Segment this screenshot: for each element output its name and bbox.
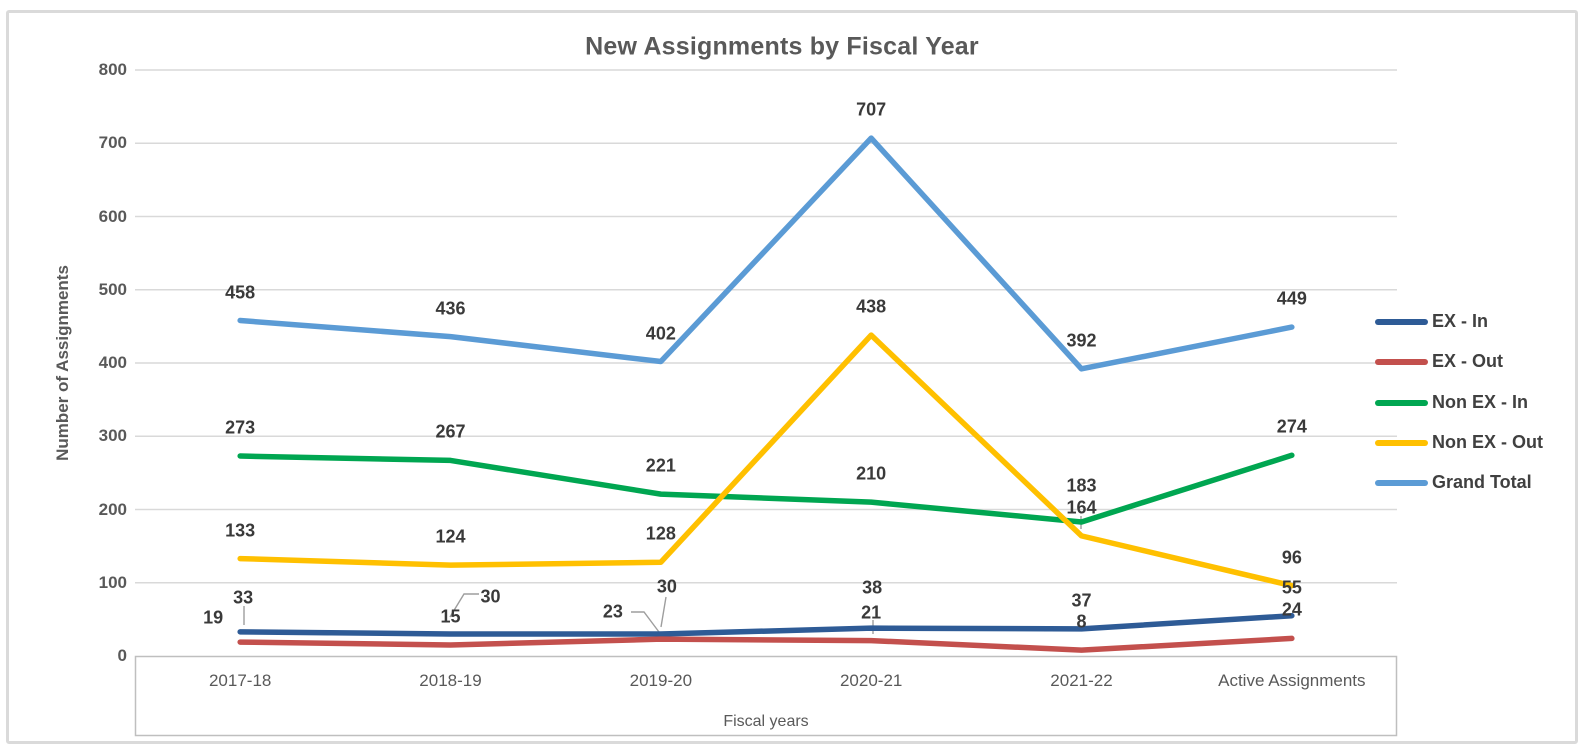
- y-tick-label: 100: [98, 572, 127, 592]
- legend-item-non-ex-out: Non EX - Out: [1375, 432, 1543, 453]
- data-label-non-ex-out-2020-21: 438: [856, 296, 887, 317]
- data-label-non-ex-out-2017-18: 133: [225, 520, 256, 541]
- data-label-non-ex-out-2019-20: 128: [645, 523, 676, 544]
- data-label-non-ex-in-2021-22: 183: [1066, 475, 1097, 496]
- data-label-grand-total-2020-21: 707: [856, 99, 887, 120]
- data-label-ex-out-2018-19: 15: [440, 606, 461, 627]
- data-label-grand-total-2018-19: 436: [435, 298, 466, 319]
- data-label-ex-out-2020-21: 21: [861, 602, 882, 623]
- data-label-non-ex-in-2017-18: 273: [225, 417, 256, 438]
- x-category-label-2020-21: 2020-21: [839, 671, 903, 690]
- x-category-label-active-assignments: Active Assignments: [1218, 671, 1366, 690]
- data-label-ex-in-2019-20: 30: [656, 576, 677, 597]
- y-tick-label: 600: [98, 206, 127, 226]
- data-label-grand-total-2019-20: 402: [645, 323, 676, 344]
- data-label-non-ex-out-2018-19: 124: [435, 526, 466, 547]
- data-label-non-ex-in-active-assignments: 274: [1276, 416, 1307, 437]
- legend-swatch-non-ex-out: [1375, 439, 1428, 446]
- data-label-ex-out-2019-20: 23: [602, 601, 623, 622]
- series-line-non-ex-in: [237, 452, 1295, 525]
- y-tick-label: 300: [98, 426, 127, 446]
- y-tick-label: 200: [98, 499, 127, 519]
- legend-item-ex-out: EX - Out: [1375, 351, 1503, 372]
- data-label-ex-in-2017-18: 33: [233, 587, 254, 608]
- x-axis-box: [134, 655, 1398, 737]
- legend-swatch-non-ex-in: [1375, 399, 1428, 406]
- legend-item-grand-total: Grand Total: [1375, 472, 1532, 493]
- y-tick-label: 400: [98, 353, 127, 372]
- y-tick-label: 800: [98, 60, 127, 79]
- data-label-non-ex-out-2021-22: 164: [1066, 497, 1097, 518]
- label-leader-line: [631, 611, 660, 633]
- data-label-ex-in-2021-22: 37: [1071, 590, 1092, 611]
- data-label-ex-in-2018-19: 30: [480, 586, 501, 607]
- data-label-ex-in-2020-21: 38: [862, 577, 883, 598]
- series-line-ex-out: [237, 635, 1295, 653]
- legend-item-non-ex-in: Non EX - In: [1375, 392, 1528, 413]
- series-line-ex-in: [237, 612, 1295, 637]
- data-label-grand-total-2021-22: 392: [1066, 330, 1097, 351]
- data-label-ex-out-active-assignments: 24: [1281, 599, 1302, 620]
- y-tick-label: 700: [98, 133, 127, 153]
- x-category-label-2017-18: 2017-18: [208, 671, 272, 690]
- legend-swatch-grand-total: [1375, 479, 1428, 486]
- y-tick-label: 0: [117, 646, 127, 665]
- series-line-grand-total: [237, 135, 1295, 372]
- x-axis-title: Fiscal years: [723, 713, 809, 730]
- legend-label: Non EX - Out: [1432, 432, 1543, 452]
- data-label-non-ex-out-active-assignments: 96: [1281, 547, 1302, 568]
- data-label-ex-in-active-assignments: 55: [1281, 577, 1302, 598]
- series-line-non-ex-out: [237, 332, 1295, 589]
- data-label-non-ex-in-2018-19: 267: [435, 421, 466, 442]
- data-label-ex-out-2017-18: 19: [203, 607, 224, 628]
- chart-title: New Assignments by Fiscal Year: [585, 32, 979, 61]
- chart-frame: [6, 10, 1578, 744]
- label-leader-line: [449, 593, 479, 618]
- x-category-label-2018-19: 2018-19: [419, 671, 482, 690]
- data-label-ex-out-2021-22: 8: [1076, 611, 1087, 632]
- legend-label: EX - In: [1432, 311, 1489, 331]
- legend-label: Grand Total: [1432, 472, 1532, 492]
- data-label-grand-total-active-assignments: 449: [1276, 288, 1307, 309]
- data-label-non-ex-in-2020-21: 210: [856, 463, 887, 484]
- legend-label: Non EX - In: [1432, 392, 1528, 412]
- data-label-non-ex-in-2019-20: 221: [645, 455, 676, 476]
- x-category-label-2021-22: 2021-22: [1050, 671, 1113, 690]
- legend-swatch-ex-in: [1375, 318, 1428, 325]
- label-leader-line: [660, 596, 667, 628]
- legend-swatch-ex-out: [1375, 358, 1428, 365]
- legend-label: EX - Out: [1432, 351, 1503, 371]
- data-label-grand-total-2017-18: 458: [225, 282, 256, 302]
- x-category-label-2019-20: 2019-20: [629, 671, 693, 690]
- y-tick-label: 500: [98, 279, 127, 299]
- legend-item-ex-in: EX - In: [1375, 311, 1488, 332]
